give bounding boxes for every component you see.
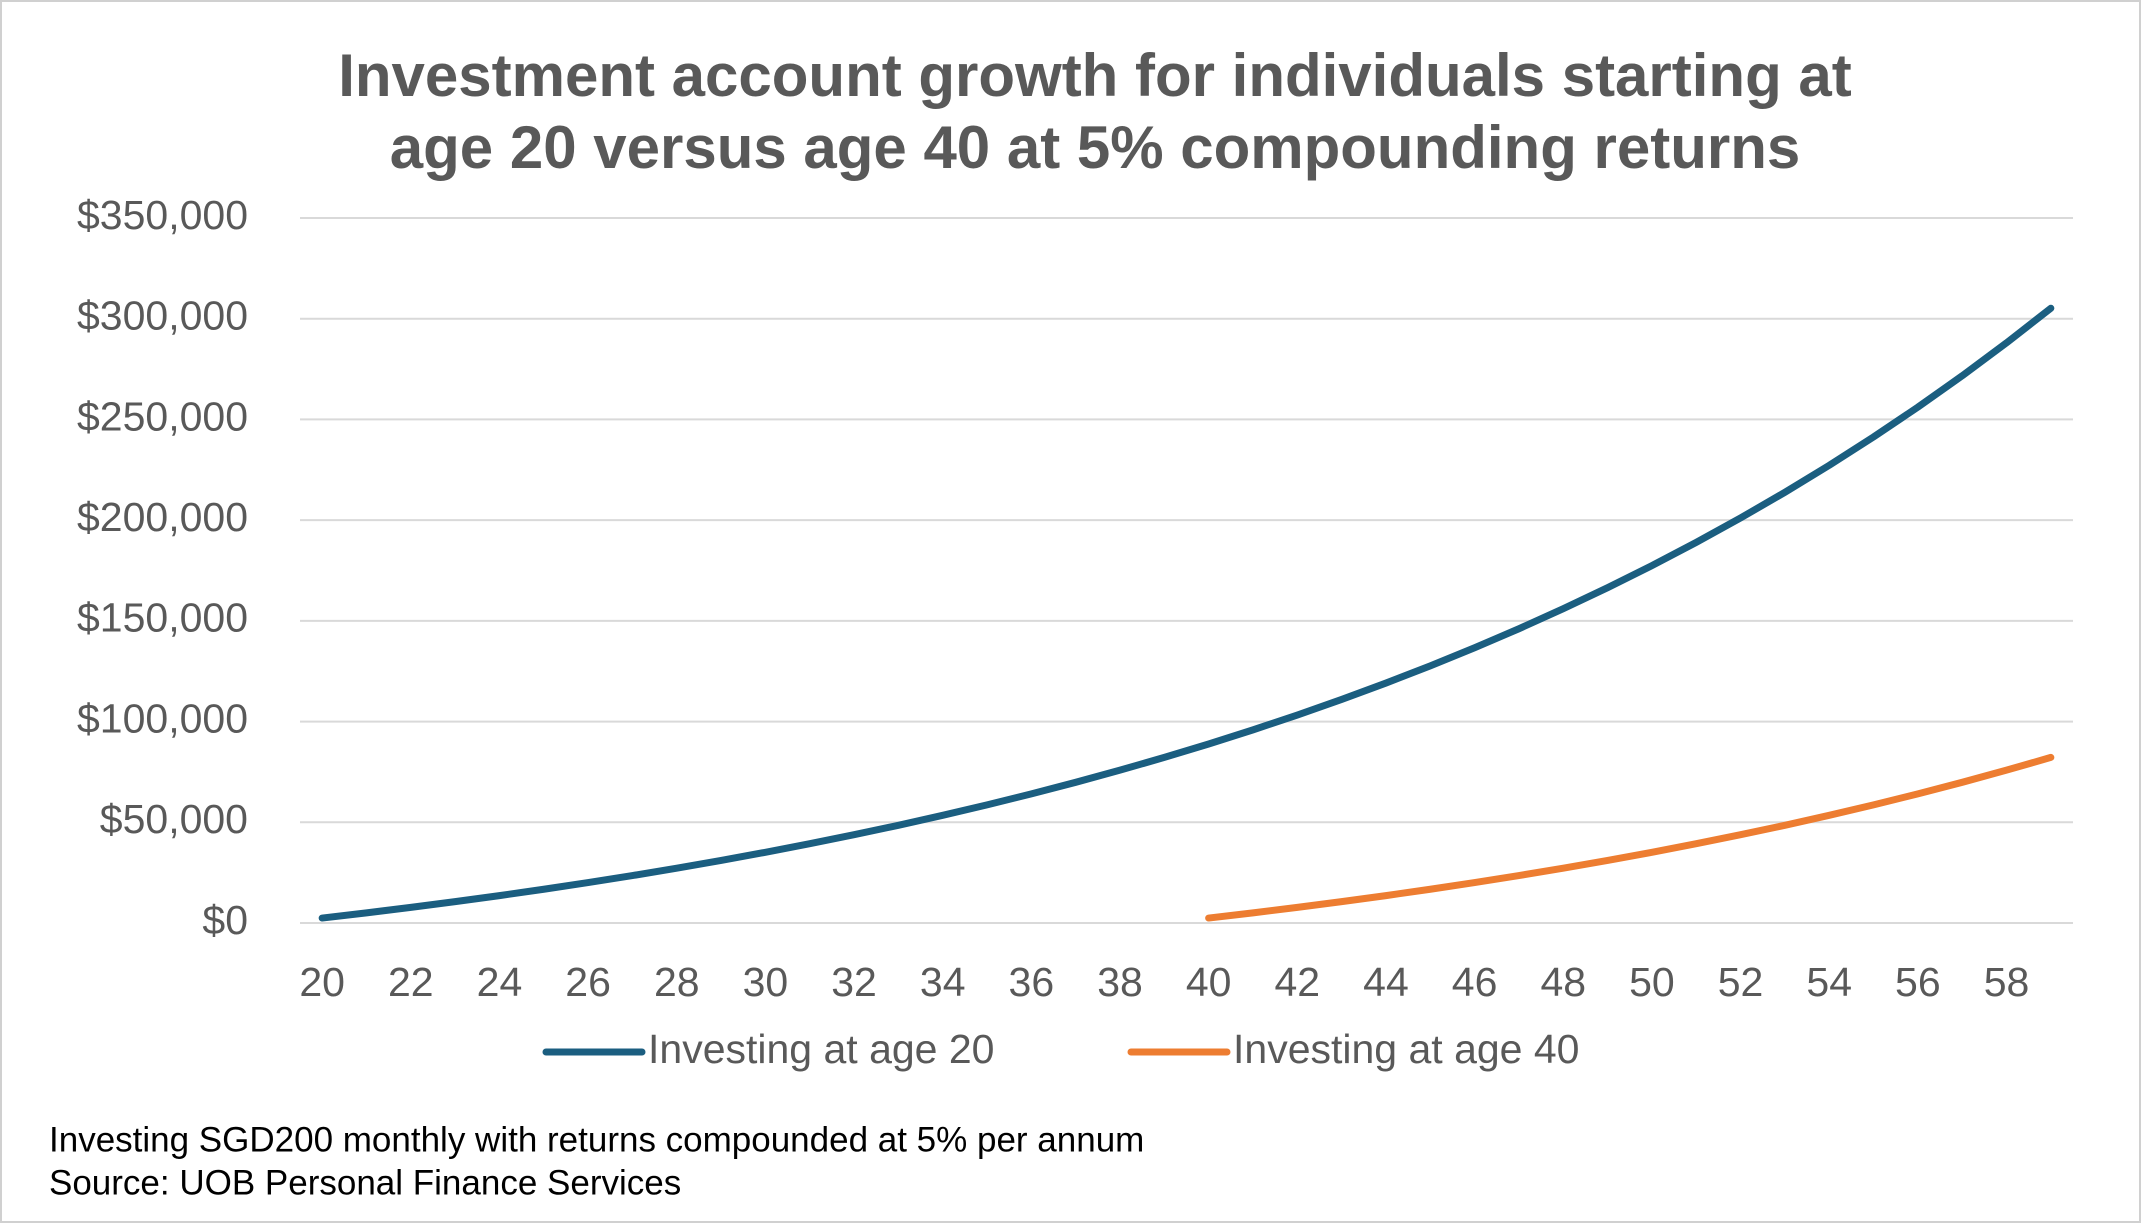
y-tick-label: $100,000 [77, 695, 248, 741]
x-tick-label: 28 [654, 959, 700, 1005]
x-tick-label: 40 [1186, 959, 1232, 1005]
legend-label: Investing at age 40 [1233, 1026, 1579, 1072]
x-tick-label: 38 [1097, 959, 1143, 1005]
x-tick-label: 32 [831, 959, 877, 1005]
footnote: Investing SGD200 monthly with returns co… [49, 1120, 1144, 1159]
x-tick-label: 52 [1718, 959, 1764, 1005]
x-tick-label: 34 [920, 959, 966, 1005]
x-tick-label: 44 [1363, 959, 1409, 1005]
y-tick-label: $200,000 [77, 494, 248, 540]
x-tick-label: 24 [477, 959, 523, 1005]
x-tick-label: 48 [1540, 959, 1586, 1005]
x-tick-label: 30 [743, 959, 789, 1005]
y-tick-label: $50,000 [100, 796, 248, 842]
x-tick-label: 26 [565, 959, 611, 1005]
chart-title: Investment account growth for individual… [338, 42, 1852, 109]
x-tick-label: 42 [1275, 959, 1321, 1005]
y-tick-label: $0 [202, 897, 248, 943]
y-tick-label: $250,000 [77, 393, 248, 439]
x-tick-label: 22 [388, 959, 434, 1005]
legend-label: Investing at age 20 [648, 1026, 994, 1072]
chart-title: age 20 versus age 40 at 5% compounding r… [390, 114, 1800, 181]
y-tick-label: $300,000 [77, 293, 248, 339]
x-tick-label: 36 [1009, 959, 1055, 1005]
x-tick-label: 50 [1629, 959, 1675, 1005]
x-tick-label: 54 [1806, 959, 1852, 1005]
data-line [318, 304, 2055, 922]
y-tick-label: $150,000 [77, 595, 248, 641]
x-tick-label: 56 [1895, 959, 1941, 1005]
footnote: Source: UOB Personal Finance Services [49, 1163, 681, 1202]
y-tick-label: $350,000 [77, 192, 248, 238]
x-tick-label: 58 [1984, 959, 2030, 1005]
x-tick-label: 46 [1452, 959, 1498, 1005]
x-tick-label: 20 [299, 959, 345, 1005]
data-line [1205, 753, 2055, 922]
